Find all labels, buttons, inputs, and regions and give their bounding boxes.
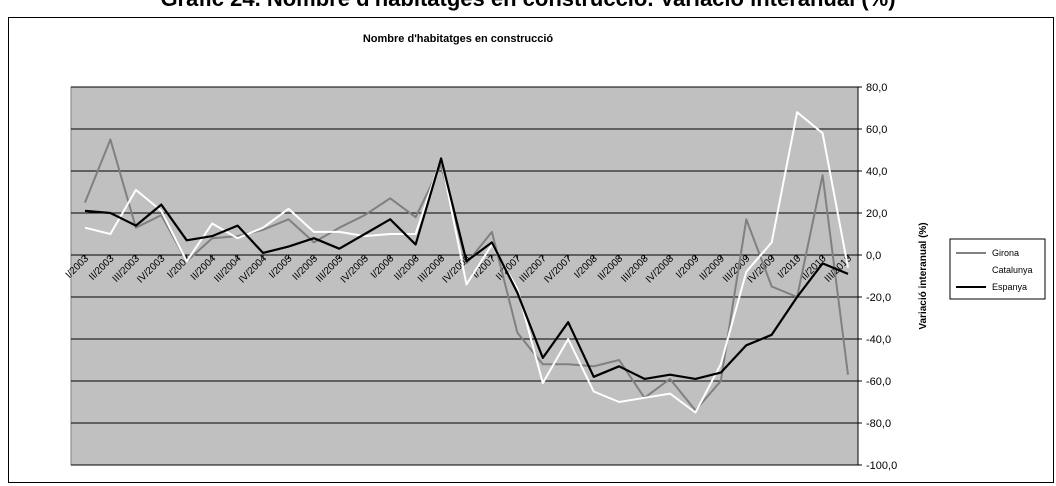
line-chart: Nombre d'habitatges en construcció 80,0 6… — [64, 33, 1046, 472]
series-line-espanya — [84, 157, 849, 380]
series-line-girona — [84, 138, 849, 412]
legend-label: Catalunya — [992, 265, 1033, 275]
y-tick-label: -20,0 — [866, 292, 891, 304]
y-axis-label: Variació interanual (%) — [918, 222, 929, 329]
y-tick-label: 60,0 — [866, 124, 887, 136]
y-tick-label: -40,0 — [866, 334, 891, 346]
legend-label: Girona — [992, 248, 1019, 258]
page-title: Gràfic 24. Nombre d'habitatges en constr… — [0, 0, 1056, 12]
y-tick-label: 20,0 — [866, 208, 887, 220]
y-tick-label: 80,0 — [866, 82, 887, 94]
y-tick-label: -60,0 — [866, 376, 891, 388]
y-tick-label: 0,0 — [866, 250, 881, 262]
y-tick-label: 40,0 — [866, 166, 887, 178]
legend: Girona Catalunya Espanya — [949, 238, 1046, 300]
legend-label: Espanya — [992, 282, 1027, 292]
chart-frame: Nombre d'habitatges en construcció 80,0 6… — [8, 17, 1054, 483]
y-tick-label: -80,0 — [866, 418, 891, 430]
y-tick-label: -100,0 — [866, 460, 897, 472]
chart-title: Nombre d'habitatges en construcció — [363, 33, 554, 45]
series-line-catalunya — [84, 111, 849, 414]
